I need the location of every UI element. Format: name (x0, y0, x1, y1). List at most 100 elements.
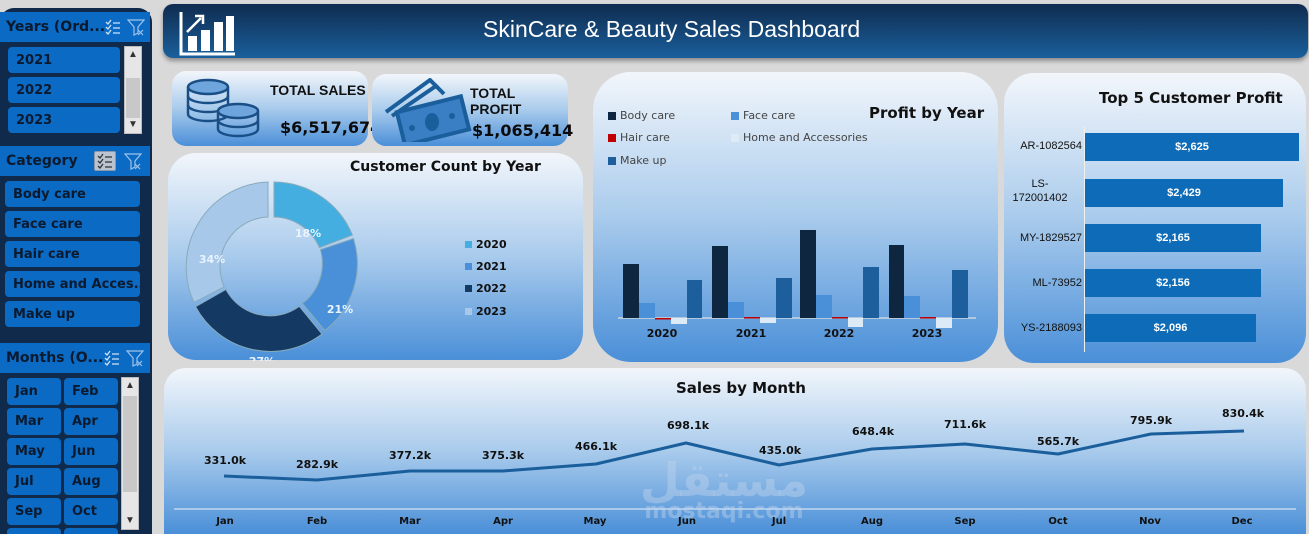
x-axis-label: Dec (1231, 516, 1253, 527)
slicer-year-2021[interactable]: 2021 (8, 47, 120, 73)
slice-label: 34% (199, 253, 225, 266)
customer-label: YS-2188093 (1020, 322, 1082, 334)
data-label: 795.9k (1129, 414, 1173, 427)
multi-select-icon[interactable] (105, 17, 121, 37)
line-plot[interactable]: مستقل mostaqi.com (164, 368, 1306, 534)
category-slicer-header: Category (0, 146, 150, 176)
x-axis-label: 2022 (823, 327, 855, 340)
years-scrollbar[interactable]: ▲ ▼ (124, 46, 142, 134)
x-axis-label: Sep (954, 516, 976, 527)
data-label: 282.9k (295, 458, 339, 471)
slicer-month-feb[interactable]: Feb (64, 378, 118, 405)
slicer-category-home-accessories[interactable]: Home and Acces... (5, 271, 140, 297)
customer-label: AR-1082564 (1020, 140, 1082, 152)
legend-item-2021: 2021 (465, 260, 507, 273)
data-label: 698.1k (666, 419, 710, 432)
slicer-category-body-care[interactable]: Body care (5, 181, 140, 207)
cash-icon (382, 77, 474, 148)
multi-select-icon[interactable] (94, 151, 116, 171)
slice-2021[interactable] (301, 237, 358, 332)
slicer-month-apr[interactable]: Apr (64, 408, 118, 435)
chart-title: Customer Count by Year (350, 159, 541, 175)
x-axis-label: Jan (216, 516, 234, 527)
slicer-month-aug[interactable]: Aug (64, 468, 118, 495)
bar-ml-73952[interactable]: $2,156 (1085, 269, 1261, 297)
slice-2020[interactable] (273, 181, 354, 249)
slice-2023[interactable] (185, 181, 269, 304)
slice-label: 18% (295, 227, 321, 240)
data-label: 830.4k (1221, 407, 1265, 420)
slicer-month-may[interactable]: May (7, 438, 61, 465)
months-scrollbar[interactable]: ▲ ▼ (121, 377, 139, 530)
scroll-up-icon[interactable]: ▲ (125, 380, 135, 391)
total-sales-value: $6,517,674 (280, 118, 382, 137)
scroll-down-icon[interactable]: ▼ (125, 515, 135, 526)
slicer-category-make-up[interactable]: Make up (5, 301, 140, 327)
top5-customer-chart: Top 5 Customer Profit AR-1082564 $2,625 … (1004, 73, 1306, 363)
data-label: 377.2k (388, 449, 432, 462)
slicer-month-jul[interactable]: Jul (7, 468, 61, 495)
clear-filter-icon[interactable] (127, 17, 146, 37)
slicer-month-jun[interactable]: Jun (64, 438, 118, 465)
axis-line (1084, 126, 1085, 352)
bar-ys-2188093[interactable]: $2,096 (1085, 314, 1256, 342)
coins-icon (180, 75, 268, 148)
dashboard-title: SkinCare & Beauty Sales Dashboard (483, 16, 861, 42)
scroll-thumb[interactable] (126, 78, 140, 118)
total-sales-card: TOTAL SALES $6,517,674 (172, 71, 381, 148)
multi-select-icon[interactable] (103, 348, 120, 368)
legend-home-accessories: Home and Accessories (731, 131, 868, 144)
x-axis-label: Apr (493, 516, 513, 527)
slicer-month-partial[interactable] (64, 528, 118, 534)
data-label: 435.0k (758, 444, 802, 457)
scroll-down-icon[interactable]: ▼ (128, 119, 138, 130)
dashboard-header: SkinCare & Beauty Sales Dashboard (163, 4, 1308, 58)
slice-label: 27% (249, 355, 275, 361)
grouped-bar-plot[interactable] (593, 72, 998, 362)
scroll-thumb[interactable] (123, 396, 137, 492)
slicer-category-face-care[interactable]: Face care (5, 211, 140, 237)
slicer-month-jan[interactable]: Jan (7, 378, 61, 405)
chart-title: Top 5 Customer Profit (1099, 89, 1283, 107)
slice-2022[interactable] (194, 288, 323, 352)
data-label: 565.7k (1036, 435, 1080, 448)
bar-ar-1082564[interactable]: $2,625 (1085, 133, 1299, 161)
total-profit-value: $1,065,414 (472, 121, 574, 140)
customer-label: LS- 172001402 (1012, 178, 1068, 204)
years-slicer-header: Years (Ord... (0, 12, 150, 42)
scroll-up-icon[interactable]: ▲ (128, 49, 138, 60)
donut-chart[interactable]: 18% 21% 27% 34% (178, 175, 364, 361)
slicer-month-oct[interactable]: Oct (64, 498, 118, 525)
watermark-latin: mostaqi.com (644, 499, 803, 524)
clear-filter-icon[interactable] (122, 151, 144, 171)
months-slicer-header: Months (O... (0, 343, 150, 373)
legend-item-2020: 2020 (465, 238, 507, 251)
bar-ls-172001402[interactable]: $2,429 (1085, 179, 1283, 207)
legend-item-2023: 2023 (465, 305, 507, 318)
data-label: 648.4k (851, 425, 895, 438)
bar-my-1829527[interactable]: $2,165 (1085, 224, 1261, 252)
bar-chart-growth-icon (179, 10, 237, 61)
slicer-month-partial[interactable] (7, 528, 61, 534)
profit-by-year-chart: Profit by Year Body care Face care Hair … (593, 72, 998, 362)
slicer-year-2023[interactable]: 2023 (8, 107, 120, 133)
sales-by-month-chart: Sales by Month مستقل mostaqi.com 331.0k … (164, 368, 1306, 534)
slicer-category-hair-care[interactable]: Hair care (5, 241, 140, 267)
x-axis-label: Nov (1139, 516, 1161, 527)
total-sales-label: TOTAL SALES (270, 82, 366, 98)
x-axis-label: 2023 (911, 327, 943, 340)
legend-hair-care: Hair care (608, 131, 670, 144)
data-label: 466.1k (574, 440, 618, 453)
legend-face-care: Face care (731, 109, 795, 122)
legend-make-up: Make up (608, 154, 666, 167)
slicer-year-2022[interactable]: 2022 (8, 77, 120, 103)
x-axis-label: Oct (1048, 516, 1068, 527)
category-slicer-label: Category (6, 153, 78, 169)
slicer-month-mar[interactable]: Mar (7, 408, 61, 435)
clear-filter-icon[interactable] (126, 348, 144, 368)
slicer-month-sep[interactable]: Sep (7, 498, 61, 525)
x-axis-label: Jun (678, 516, 696, 527)
legend-item-2022: 2022 (465, 282, 507, 295)
slice-label: 21% (327, 303, 353, 316)
total-profit-label: TOTAL PROFIT (470, 85, 522, 117)
